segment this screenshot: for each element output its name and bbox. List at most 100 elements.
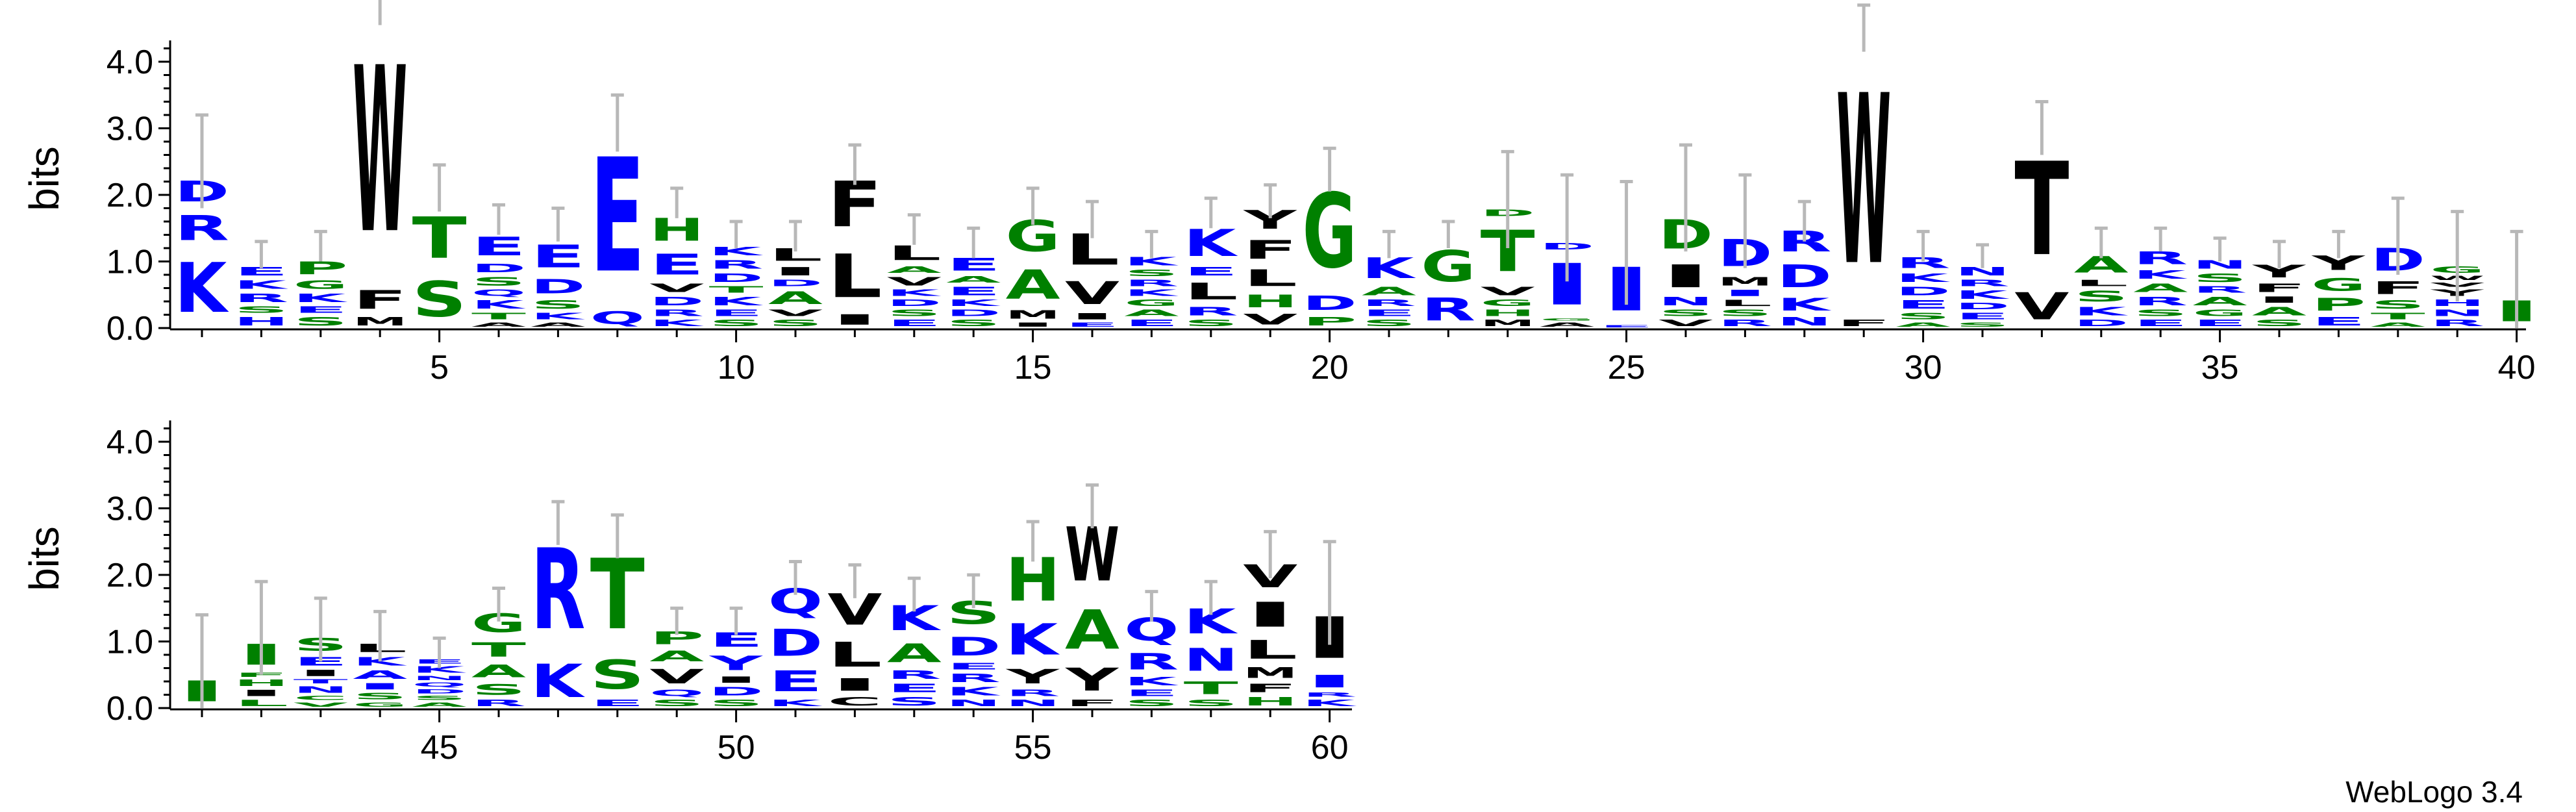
y-tick-label: 4.0 [106,424,153,461]
logo-letter-S: S [1362,318,1416,328]
logo-letter-E: E [1362,308,1416,318]
logo-letter-S: S [649,698,704,708]
logo-letter-A: A [531,322,586,328]
logo-letter-S: S [353,691,407,701]
logo-letter-D: D [946,632,1001,662]
logo-letter-L: L [887,242,942,265]
logo-letter-N: N [1777,314,1832,327]
logo-column-4: MFW [353,0,407,328]
logo-letter-F: F [353,285,407,314]
logo-letter-A: A [471,661,526,681]
error-bar [1501,149,1514,248]
logo-letter-T: T [471,639,526,662]
logo-letter-V: V [649,282,704,295]
logo-letter-K: K [1896,272,1951,285]
logo-letter-C: C [827,695,882,708]
error-bar [1382,229,1395,259]
error-bar [1145,229,1158,259]
error-bar [848,563,862,598]
logo-letter-N: N [2430,308,2484,318]
logo-letter-R: R [234,292,288,305]
logo-letter-D: D [887,298,942,308]
logo-letter-E: E [1599,325,1654,328]
logo-letter-L: L [2074,278,2129,288]
error-bar [1145,590,1158,622]
error-bar [2332,229,2345,259]
logo-letter-L: L [1718,298,1772,308]
logo-letter-G: G [2193,308,2247,318]
logo-letter-F: F [1836,318,1891,328]
x-tick-label: 10 [718,349,755,387]
y-axis-title-row-1: bits [21,146,68,211]
logo-letter-K: K [649,318,704,328]
logo-column-44: GSIAKL [353,609,407,708]
logo-column-8: QE [590,93,645,329]
logo-letter-E: E [294,305,348,314]
logo-letter-W: W [353,19,407,285]
logo-letter-I: I [294,668,348,678]
logo-letter-D: D [709,685,764,698]
logo-letter-Q: Q [590,309,645,329]
y-tick-label: 3.0 [106,490,153,528]
logo-letter-M: M [1718,275,1772,288]
logo-letter-H: H [234,314,288,327]
logo-letter-G: G [1124,298,1179,308]
logo-letter-E: E [590,125,645,308]
logo-letter-N: N [1658,295,1713,308]
logo-column-48: EST [590,513,645,708]
y-tick-label: 4.0 [106,44,153,81]
x-tick-label: 50 [718,729,755,767]
logo-letter-G: G [294,278,348,291]
logo-letter-S: S [1184,318,1238,328]
logo-letter-D: D [1955,301,2010,311]
error-bar [729,220,743,248]
error-bar [1026,520,1040,562]
logo-letter-A: A [1006,261,1060,308]
logo-letter-K: K [1955,288,2010,301]
row-1: bits 0.01.02.03.04.05 10 15 20 25 30 35 40KRDHS… [21,0,2544,387]
error-bar [1916,229,1930,262]
logo-letter-P: P [2311,295,2366,315]
logo-letter-S: S [2133,308,2188,318]
x-tick-label: 25 [1608,349,1645,387]
logo-letter-E: E [1896,298,1951,312]
logo-letter-N: N [1184,642,1238,678]
logo-letter-K: K [1006,615,1060,665]
logo-letter-D: D [531,275,585,298]
logo-letter-T: T [1184,678,1238,698]
logo-letter-R: R [709,259,764,272]
logo-letter-F: F [1065,698,1119,708]
logo-letter-K: K [768,698,823,708]
logo-letter-K: K [1184,222,1238,265]
x-tick-label: 40 [2498,349,2536,387]
logo-letter-S: S [1896,311,1951,321]
logo-letter-M: M [1006,308,1060,321]
error-bar [1560,173,1574,282]
logo-letter-A: A [1362,285,1416,298]
logo-letter-V: V [1658,318,1713,328]
logo-letter-V: V [1243,312,1298,328]
error-bar [1204,196,1218,229]
x-tick-label: 30 [1905,349,1942,387]
logo-letter-R: R [649,308,704,318]
logo-letter-R: R [946,672,1001,685]
logo-letter-K: K [709,245,764,258]
logo-letter-W: W [1836,46,1891,318]
logo-letter-I: I [2252,295,2307,305]
error-bar [314,596,327,662]
logo-letter-R: R [1006,688,1060,698]
error-bar [314,229,327,262]
logo-letter-K: K [531,655,585,708]
logo-letter-D: D [709,272,764,285]
logo-column-25: EI [1599,180,1654,328]
logo-letter-V: V [294,702,349,708]
logo-letter-S: S [1124,698,1179,708]
